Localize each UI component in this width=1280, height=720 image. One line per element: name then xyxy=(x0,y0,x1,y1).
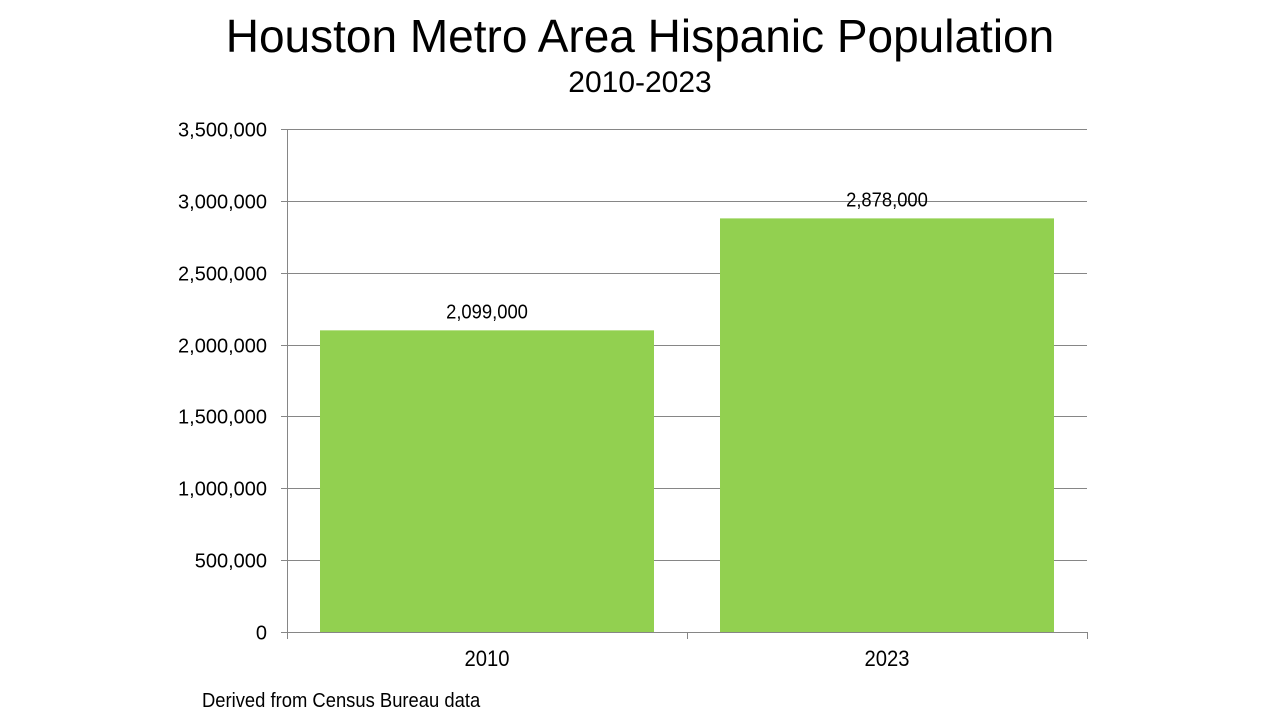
y-tick-label: 2,500,000 xyxy=(178,264,267,286)
data-label-2023: 2,878,000 xyxy=(846,190,928,212)
chart-title: Houston Metro Area Hispanic Population xyxy=(225,10,1055,62)
bars xyxy=(320,218,1054,632)
y-tick-label: 3,500,000 xyxy=(178,120,267,142)
y-tick-label: 2,000,000 xyxy=(178,336,267,358)
y-tick-label: 1,500,000 xyxy=(178,407,267,429)
labels: 0 500,000 1,000,000 1,500,000 2,000,000 2,500… xyxy=(178,120,928,672)
chart-subtitle: 2010-2023 xyxy=(568,66,712,99)
data-label-2010: 2,099,000 xyxy=(446,302,528,324)
bar-2023 xyxy=(720,218,1054,632)
y-tick-label: 0 xyxy=(256,623,267,645)
x-tick-label: 2010 xyxy=(464,647,509,671)
x-tick-label: 2023 xyxy=(864,647,909,671)
source-note: Derived from Census Bureau data xyxy=(202,690,481,712)
axes xyxy=(281,129,1088,639)
y-tick-label: 1,000,000 xyxy=(178,479,267,501)
y-tick-label: 3,000,000 xyxy=(178,192,267,214)
y-tick-label: 500,000 xyxy=(195,551,267,573)
bar-2010 xyxy=(320,330,654,632)
